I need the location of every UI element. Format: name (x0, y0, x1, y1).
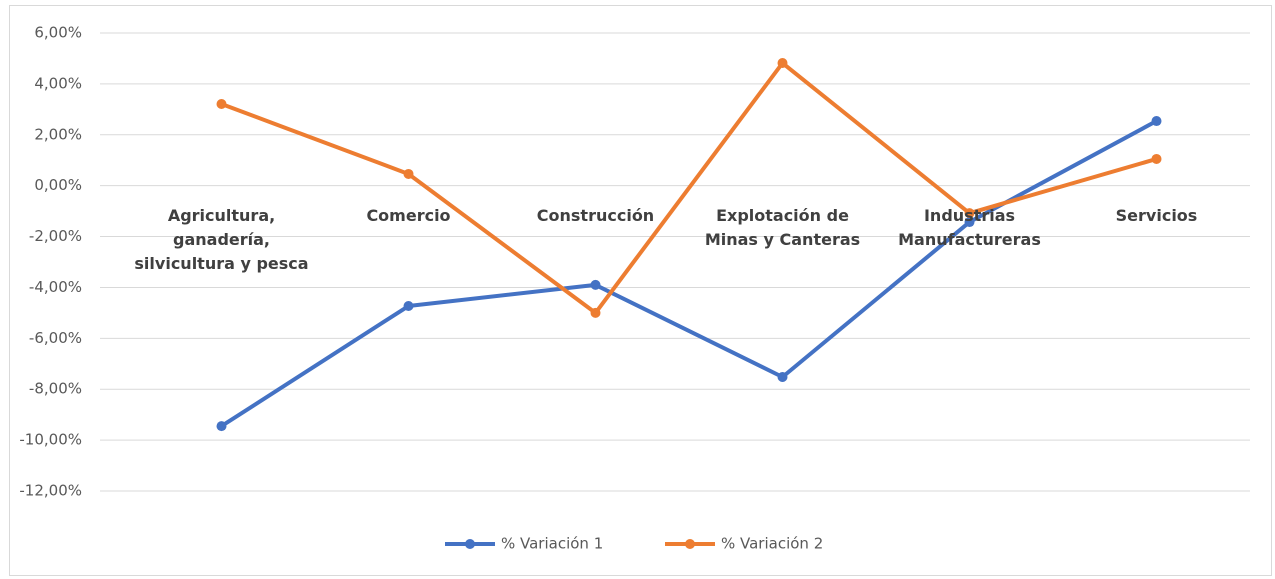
y-tick-label: -2,00% (29, 227, 82, 245)
y-tick-label: 2,00% (34, 125, 82, 143)
legend-label: % Variación 2 (721, 535, 823, 553)
chart-frame (9, 5, 1272, 576)
y-tick-label: -12,00% (19, 482, 82, 500)
legend-marker (685, 539, 695, 549)
series-marker (403, 168, 414, 179)
series-marker (777, 372, 788, 383)
y-tick-label: -10,00% (19, 431, 82, 449)
x-tick-label: Servicios (1115, 205, 1198, 225)
x-tick-label: Comercio (366, 205, 451, 225)
x-tick-label: Agricultura, ganadería, silvicultura y p… (134, 205, 309, 273)
y-tick-label: -4,00% (29, 278, 82, 296)
legend-label: % Variación 1 (501, 535, 603, 553)
series-marker (1151, 153, 1162, 164)
y-tick-label: 4,00% (34, 74, 82, 92)
series-line (220, 61, 1158, 315)
x-tick-label: Explotación de Minas y Canteras (704, 205, 861, 249)
y-tick-label: 0,00% (34, 176, 82, 194)
series-marker (216, 98, 227, 109)
series-marker (1151, 116, 1162, 127)
legend-marker (465, 539, 475, 549)
series-marker (590, 279, 601, 290)
x-tick-label: Industrias Manufactureras (898, 205, 1041, 249)
series-marker (777, 58, 788, 69)
series-marker (590, 307, 601, 318)
y-tick-label: -6,00% (29, 329, 82, 347)
series-marker (964, 217, 975, 228)
y-tick-label: 6,00% (34, 24, 82, 42)
x-tick-label: Construcción (536, 205, 655, 225)
series-marker (964, 208, 975, 219)
series-marker (216, 421, 227, 432)
series-marker (403, 301, 414, 312)
y-tick-label: -8,00% (29, 380, 82, 398)
